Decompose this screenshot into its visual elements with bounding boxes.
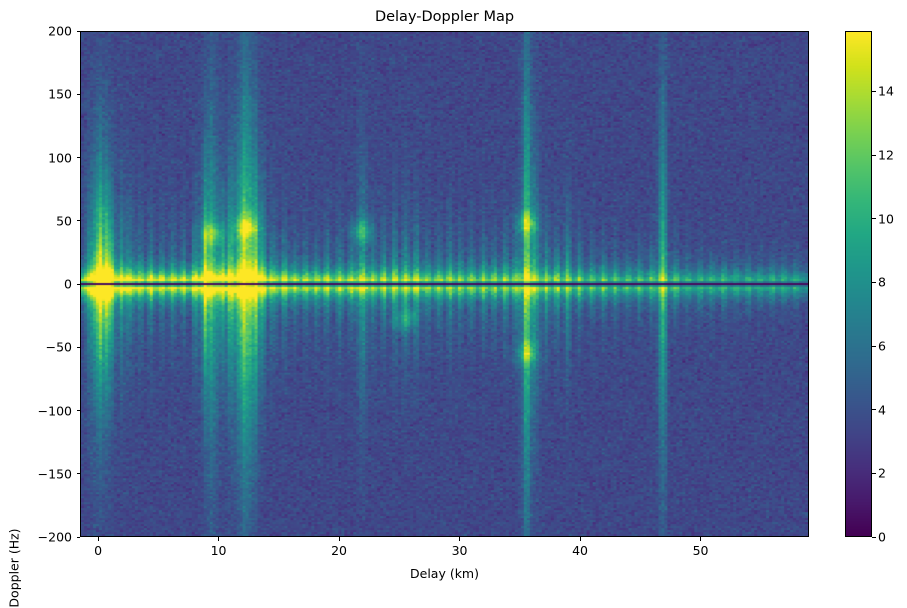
colorbar-gradient [846, 32, 871, 536]
colorbar-tick-label: 12 [878, 147, 894, 163]
x-tick-mark [700, 537, 702, 541]
y-tick-label: 200 [48, 23, 72, 39]
x-tick-label: 20 [331, 543, 348, 558]
colorbar [845, 31, 872, 537]
x-tick-label: 40 [572, 543, 588, 558]
colorbar-tick-label: 4 [878, 402, 886, 418]
x-tick-mark [97, 537, 99, 541]
colorbar-tick-mark [872, 536, 876, 538]
y-tick-mark [76, 30, 80, 32]
y-tick-label: 50 [56, 213, 72, 229]
y-tick-mark [76, 157, 80, 158]
y-tick-label: −50 [45, 339, 72, 355]
page-title: Delay-Doppler Map [374, 9, 515, 25]
y-tick-label: −200 [37, 529, 72, 545]
y-tick-mark [76, 473, 80, 475]
y-tick-mark [76, 283, 80, 285]
x-axis-label: Delay (km) [410, 566, 479, 581]
y-tick-mark [76, 93, 80, 95]
colorbar-tick-label: 6 [878, 338, 886, 354]
y-tick-mark [76, 536, 80, 538]
y-tick-mark [76, 220, 80, 222]
colorbar-tick-label: 0 [878, 529, 886, 545]
colorbar-tick-mark [872, 218, 876, 220]
colorbar-tick-label: 10 [878, 211, 894, 227]
colorbar-tick-label: 2 [878, 465, 886, 481]
colorbar-tick-mark [872, 154, 876, 156]
y-axis-label: Doppler (Hz) [6, 528, 22, 608]
x-tick-label: 10 [210, 543, 227, 558]
colorbar-tick-label: 14 [878, 83, 894, 99]
y-tick-label: 150 [48, 86, 72, 102]
x-tick-label: 0 [94, 543, 103, 558]
delay-doppler-heatmap [81, 32, 808, 536]
colorbar-tick-label: 8 [878, 274, 886, 290]
x-tick-mark [459, 537, 461, 541]
x-tick-mark [218, 537, 220, 541]
colorbar-tick-mark [872, 90, 876, 92]
x-tick-mark [579, 537, 581, 541]
delay-doppler-map-figure: Delay-Doppler Map 0 10 20 30 40 50 −200 −150 −10… [7, 9, 894, 608]
y-tick-label: 100 [48, 150, 72, 165]
y-tick-label: −100 [37, 403, 72, 418]
colorbar-tick-mark [872, 472, 876, 474]
y-tick-label: −150 [37, 466, 72, 482]
y-tick-mark [76, 346, 80, 348]
colorbar-tick-mark [872, 345, 876, 347]
x-tick-mark [338, 537, 340, 541]
x-tick-label: 50 [692, 543, 709, 558]
colorbar-tick-mark [872, 409, 876, 411]
heatmap-plot-area [80, 31, 809, 537]
colorbar-tick-mark [872, 281, 876, 283]
y-tick-label: 0 [64, 276, 72, 292]
y-tick-mark [76, 410, 80, 411]
x-tick-label: 30 [451, 543, 468, 558]
